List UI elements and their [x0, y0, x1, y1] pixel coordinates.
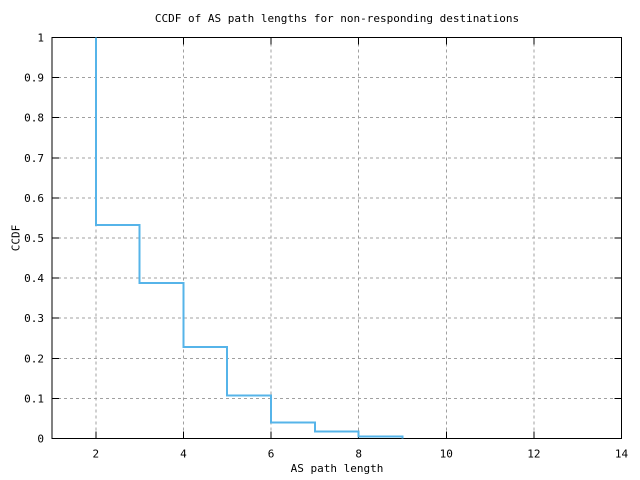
y-tick-label: 0.9	[24, 72, 44, 85]
x-tick-label: 12	[527, 448, 540, 461]
y-tick-label: 0	[37, 433, 44, 446]
y-tick-label: 0.4	[24, 272, 44, 285]
y-tick-label: 1	[37, 32, 44, 45]
y-tick-label: 0.6	[24, 192, 44, 205]
x-tick-label: 4	[180, 448, 187, 461]
x-axis-label: AS path length	[290, 462, 384, 475]
plot-border	[51, 37, 622, 439]
y-tick-label: 0.7	[24, 152, 44, 165]
y-tick-label: 0.1	[24, 392, 44, 405]
y-tick-label: 0.2	[24, 352, 44, 365]
y-tick-label: 0.8	[24, 112, 44, 125]
chart-title: CCDF of AS path lengths for non-respondi…	[154, 12, 520, 25]
x-tick-label: 6	[268, 448, 275, 461]
ccdf-step-line	[94, 37, 404, 439]
y-tick-label: 0.5	[24, 232, 44, 245]
x-tick-label: 2	[92, 448, 99, 461]
x-tick-label: 14	[615, 448, 629, 461]
x-tick-label: 10	[440, 448, 453, 461]
x-tick-label: 8	[355, 448, 362, 461]
y-tick-label: 0.3	[24, 312, 44, 325]
